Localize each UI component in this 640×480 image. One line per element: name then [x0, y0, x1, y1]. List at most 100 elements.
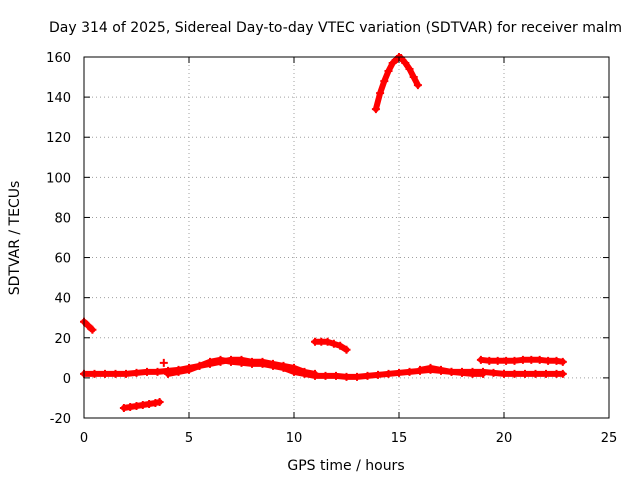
data-point — [329, 339, 338, 348]
data-point — [384, 369, 393, 378]
data-point — [300, 367, 309, 376]
y-tick-label: 140 — [46, 91, 71, 106]
y-tick-label: 60 — [54, 252, 71, 267]
data-point — [248, 357, 256, 366]
series-early-start — [80, 317, 97, 334]
data-point — [447, 367, 456, 376]
chart-title: Day 314 of 2025, Sidereal Day-to-day VTE… — [49, 20, 622, 36]
data-point — [521, 369, 529, 378]
data-point — [527, 355, 536, 364]
data-point — [476, 355, 485, 364]
data-point — [437, 365, 445, 374]
data-point — [269, 359, 277, 368]
data-point — [558, 369, 567, 378]
data-point — [185, 365, 193, 374]
data-point — [468, 369, 477, 378]
data-point — [510, 356, 519, 365]
x-tick-label: 20 — [496, 431, 513, 446]
series-baseline-c — [416, 363, 487, 378]
data-point — [493, 356, 502, 365]
data-point — [376, 89, 385, 98]
data-point — [216, 357, 225, 366]
data-point — [323, 337, 332, 346]
data-point — [311, 369, 319, 378]
data-point — [397, 54, 406, 63]
data-point — [479, 369, 487, 378]
data-point — [544, 356, 553, 365]
data-point — [126, 402, 135, 411]
data-point — [489, 368, 498, 377]
x-tick-label: 5 — [185, 431, 193, 446]
data-point — [132, 368, 141, 377]
data-point — [342, 372, 351, 381]
data-point — [535, 355, 544, 364]
data-point — [380, 77, 389, 86]
data-point — [336, 341, 345, 350]
data-point — [206, 359, 214, 368]
data-point — [510, 369, 519, 378]
y-tick-label: 160 — [46, 51, 71, 66]
data-point — [395, 368, 403, 377]
data-point — [363, 371, 372, 380]
data-point — [138, 400, 147, 409]
data-point — [155, 397, 164, 406]
data-point — [542, 369, 550, 378]
x-tick-label: 15 — [391, 431, 408, 446]
data-point — [371, 105, 380, 114]
data-point — [145, 399, 154, 408]
series-high-mid — [311, 337, 351, 354]
y-tick-label: 100 — [46, 171, 71, 186]
y-axis-label: SDTVAR / TECUs — [7, 181, 23, 296]
data-point — [143, 367, 151, 376]
data-point — [409, 73, 418, 82]
data-point — [132, 401, 141, 410]
x-tick-label: 25 — [601, 431, 618, 446]
y-tick-label: 80 — [54, 211, 71, 226]
data-point — [111, 369, 120, 378]
data-point — [237, 355, 246, 364]
data-point — [258, 357, 267, 366]
data-point — [290, 363, 298, 372]
data-point — [384, 67, 393, 76]
data-point — [227, 355, 235, 364]
data-point — [321, 371, 330, 380]
y-tick-label: -20 — [50, 412, 71, 427]
data-point — [151, 398, 160, 407]
data-point — [552, 356, 561, 365]
data-point — [122, 369, 130, 378]
data-point — [558, 357, 567, 366]
data-point — [500, 369, 508, 378]
data-point — [518, 355, 527, 364]
data-point — [84, 321, 93, 330]
series-negative — [119, 397, 164, 412]
data-point — [353, 372, 361, 381]
y-tick-label: 20 — [54, 332, 71, 347]
y-tick-label: 120 — [46, 131, 71, 146]
data-point — [405, 367, 414, 376]
data-point — [88, 325, 97, 334]
data-point — [416, 365, 424, 374]
data-point — [485, 356, 494, 365]
data-point — [342, 345, 351, 354]
data-point — [426, 363, 435, 372]
data-point — [195, 361, 204, 370]
series-baseline-b — [164, 355, 319, 378]
grid — [84, 57, 609, 418]
series-band — [372, 54, 421, 113]
data-point — [159, 358, 168, 367]
x-axis-label: GPS time / hours — [287, 458, 404, 474]
y-tick-label: 40 — [54, 292, 71, 307]
plot-frame — [83, 56, 610, 419]
data-point — [153, 367, 162, 376]
axis-ticks: 0 5 10 15 20 25 -20 0 20 40 60 80 100 120 140 160 — [46, 51, 617, 446]
series-arc-peak — [371, 53, 422, 114]
data-point — [413, 81, 422, 90]
data-point — [164, 369, 172, 378]
data-point — [174, 367, 183, 376]
data-point — [405, 65, 414, 74]
data-series — [80, 53, 567, 412]
x-tick-label: 10 — [286, 431, 303, 446]
data-point — [119, 403, 128, 412]
data-point — [531, 369, 540, 378]
